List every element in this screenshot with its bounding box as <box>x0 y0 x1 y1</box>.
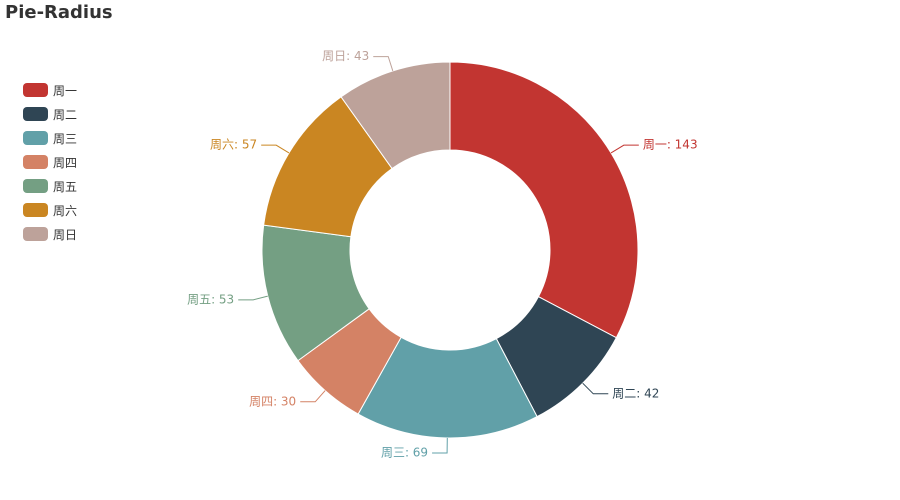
label-line-sun <box>373 56 394 72</box>
legend-swatch-mon <box>23 83 48 97</box>
legend-label-thu: 周四 <box>53 155 78 170</box>
label-line-wed <box>432 437 448 454</box>
legend-swatch-wed <box>23 131 48 145</box>
legend-item-fri[interactable]: 周五 <box>23 174 143 198</box>
slice-label-mon: 周一: 143 <box>643 138 698 152</box>
legend-item-mon[interactable]: 周一 <box>23 78 143 102</box>
label-line-sat <box>261 144 290 154</box>
legend-swatch-sat <box>23 203 48 217</box>
slice-label-wed: 周三: 69 <box>381 445 428 459</box>
legend-item-sat[interactable]: 周六 <box>23 198 143 222</box>
legend-item-wed[interactable]: 周三 <box>23 126 143 150</box>
slice-label-sun: 周日: 43 <box>322 49 369 63</box>
legend-swatch-fri <box>23 179 48 193</box>
pie-slice-sun[interactable] <box>340 61 451 170</box>
legend-label-mon: 周一 <box>53 83 78 98</box>
legend-label-wed: 周三 <box>53 131 78 146</box>
legend-label-tue: 周二 <box>53 107 78 122</box>
legend-label-sun: 周日 <box>53 227 78 242</box>
pie-slice-mon[interactable] <box>449 61 639 339</box>
chart-title: Pie-Radius <box>5 2 113 23</box>
legend-swatch-thu <box>23 155 48 169</box>
label-line-fri <box>238 295 268 301</box>
label-line-thu <box>300 390 326 403</box>
legend-swatch-sun <box>23 227 48 241</box>
label-line-tue <box>582 382 609 395</box>
legend-label-fri: 周五 <box>53 179 78 194</box>
legend-swatch-tue <box>23 107 48 121</box>
slice-label-tue: 周二: 42 <box>612 386 659 400</box>
legend-item-sun[interactable]: 周日 <box>23 222 143 246</box>
legend-item-thu[interactable]: 周四 <box>23 150 143 174</box>
legend-item-tue[interactable]: 周二 <box>23 102 143 126</box>
slice-label-sat: 周六: 57 <box>210 138 257 152</box>
label-line-mon <box>610 144 639 154</box>
legend: 周一 周二 周三 周四 周五 周六 周日 <box>23 78 143 246</box>
pie-slice-wed[interactable] <box>357 336 538 439</box>
slice-label-thu: 周四: 30 <box>249 394 296 408</box>
slice-label-fri: 周五: 53 <box>187 292 234 306</box>
legend-label-sat: 周六 <box>53 203 78 218</box>
